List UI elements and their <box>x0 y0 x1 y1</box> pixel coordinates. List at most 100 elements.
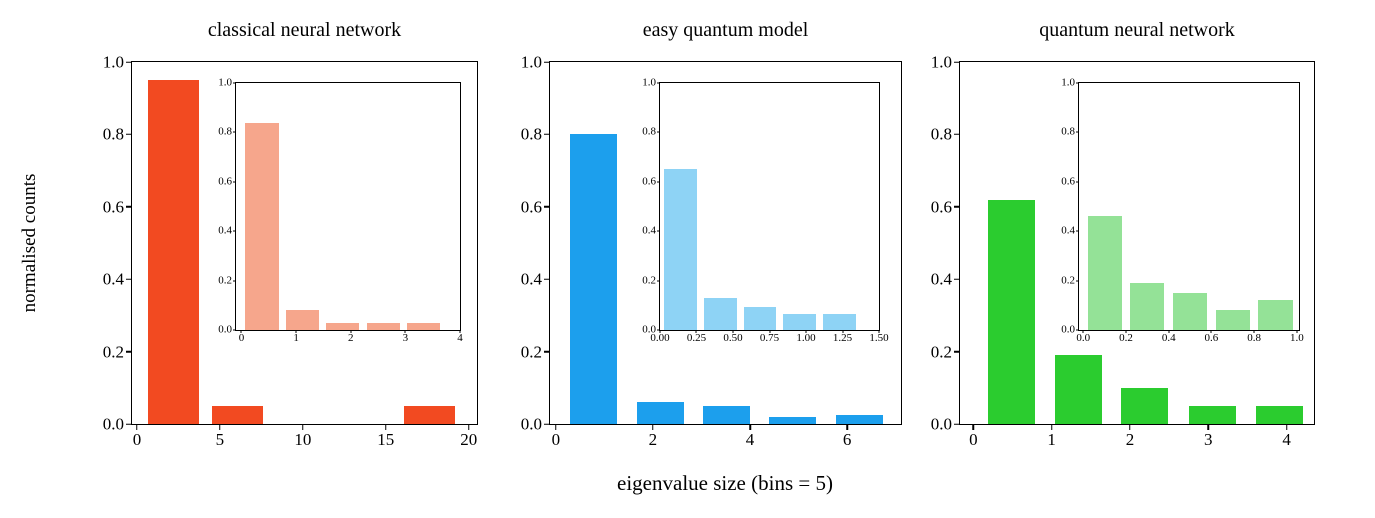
x-tick <box>842 330 843 333</box>
y-tick-label: 0.0 <box>930 414 952 434</box>
y-tick-label: 0.8 <box>102 124 124 144</box>
y-tick-label: 1.0 <box>520 52 542 72</box>
x-tick <box>240 330 242 333</box>
y-tick <box>233 280 236 282</box>
x-tick <box>659 330 661 333</box>
y-tick <box>233 82 236 84</box>
histogram-bar <box>1188 405 1236 424</box>
x-tick <box>1207 424 1210 430</box>
y-tick <box>954 61 960 63</box>
x-tick <box>404 330 406 333</box>
y-tick <box>657 329 660 331</box>
y-tick-label: 0.6 <box>1061 175 1075 188</box>
x-tick-label: 0.8 <box>1247 332 1262 344</box>
y-tick-label: 1.0 <box>930 52 952 72</box>
y-tick-label: 1.0 <box>102 52 124 72</box>
x-tick <box>1210 330 1212 333</box>
y-tick <box>126 61 132 63</box>
y-tick-label: 0.4 <box>1061 224 1075 237</box>
y-tick <box>233 131 236 133</box>
histogram-bar <box>326 322 360 330</box>
y-tick <box>1076 230 1079 232</box>
x-tick <box>1082 330 1084 333</box>
x-tick <box>295 330 297 333</box>
x-tick-label: 4 <box>745 430 755 449</box>
y-tick-label: 0.2 <box>642 274 656 287</box>
x-tick-label: 2 <box>1125 430 1135 449</box>
x-tick <box>385 424 387 430</box>
y-tick <box>954 133 960 136</box>
y-tick-label: 0.6 <box>930 197 952 217</box>
x-tick-label: 4 <box>1282 430 1291 449</box>
x-tick <box>878 330 880 333</box>
y-tick-label: 0.2 <box>520 342 542 362</box>
x-tick-label: 0.6 <box>1204 332 1219 344</box>
y-tick-label: 0.2 <box>218 274 232 287</box>
histogram-bar <box>783 313 816 330</box>
x-tick <box>219 424 221 430</box>
histogram-bar <box>1215 310 1250 330</box>
x-tick <box>695 330 697 333</box>
subplot-title-easy-quantum-model: easy quantum model <box>642 19 809 41</box>
y-tick-label: 0.4 <box>642 224 656 237</box>
x-tick-label: 1.25 <box>832 332 853 344</box>
histogram-bar <box>1130 283 1165 330</box>
y-tick-label: 0.2 <box>1061 274 1075 287</box>
y-tick-label: 0.4 <box>102 269 124 289</box>
x-tick <box>1129 424 1131 430</box>
inset-axes-2: 0.0 0.2 0.4 0.6 0.8 1.0 0.0 0.2 0.4 0.6 0.8 1.0 <box>1061 77 1303 344</box>
y-tick-label: 0.6 <box>520 197 542 217</box>
x-tick <box>1168 330 1170 333</box>
histogram-bar <box>636 402 684 424</box>
y-tick-label: 0.4 <box>218 224 232 237</box>
y-tick <box>1076 329 1079 331</box>
y-tick-label: 1.0 <box>1061 76 1075 89</box>
y-tick <box>954 350 960 353</box>
x-tick-label: 1.50 <box>869 332 889 344</box>
x-tick-label: 20 <box>460 430 478 449</box>
y-tick <box>1076 181 1079 183</box>
y-tick-label: 0.6 <box>102 197 124 217</box>
inset-axes-0: 0 1 2 3 4 0.0 0.2 0.4 0.6 0.8 1.0 <box>218 77 463 344</box>
y-tick-label: 0.2 <box>102 342 124 362</box>
histogram-bar <box>987 199 1035 424</box>
y-tick-label: 0.6 <box>642 175 656 188</box>
y-tick <box>544 423 550 425</box>
y-tick <box>954 423 960 425</box>
y-axis-label: normalised counts <box>19 173 40 313</box>
y-tick <box>657 131 660 133</box>
inset-axes-1: 0.00 0.25 0.50 0.75 1.00 1.25 1.50 0.0 0.2 0.4 0.6… <box>642 77 888 344</box>
y-tick-label: 0.2 <box>930 342 952 362</box>
x-tick-label: 15 <box>377 430 395 449</box>
y-tick <box>233 329 236 331</box>
y-tick <box>126 133 132 136</box>
x-tick-label: 3 <box>402 332 409 344</box>
y-tick-label: 0.8 <box>520 124 542 144</box>
histogram-bar <box>743 306 777 330</box>
x-tick <box>1253 330 1255 333</box>
x-tick <box>1285 424 1288 430</box>
y-tick-label: 0.8 <box>930 124 952 144</box>
y-tick <box>544 133 550 136</box>
y-tick-label: 0.0 <box>520 414 542 434</box>
y-tick-label: 0.6 <box>218 175 232 188</box>
y-tick-label: 0.0 <box>218 323 232 336</box>
y-tick <box>1076 280 1079 282</box>
histogram-bar <box>570 134 618 424</box>
y-tick <box>1076 131 1079 133</box>
histogram-bar <box>245 122 279 330</box>
subplot-title-classical-neural-network: classical neural network <box>207 19 402 41</box>
x-tick-label: 0.50 <box>723 332 743 344</box>
x-tick-label: 0.25 <box>686 332 707 344</box>
y-tick <box>126 350 132 353</box>
x-tick <box>1050 424 1053 430</box>
histogram-bar <box>823 313 856 330</box>
histogram-bar <box>147 80 199 424</box>
x-tick <box>749 424 751 430</box>
x-tick-label: 2 <box>347 332 354 344</box>
x-tick-label: 2 <box>648 430 658 449</box>
x-tick-label: 4 <box>457 332 463 344</box>
x-tick-label: 3 <box>1204 430 1213 449</box>
x-tick <box>350 330 352 333</box>
